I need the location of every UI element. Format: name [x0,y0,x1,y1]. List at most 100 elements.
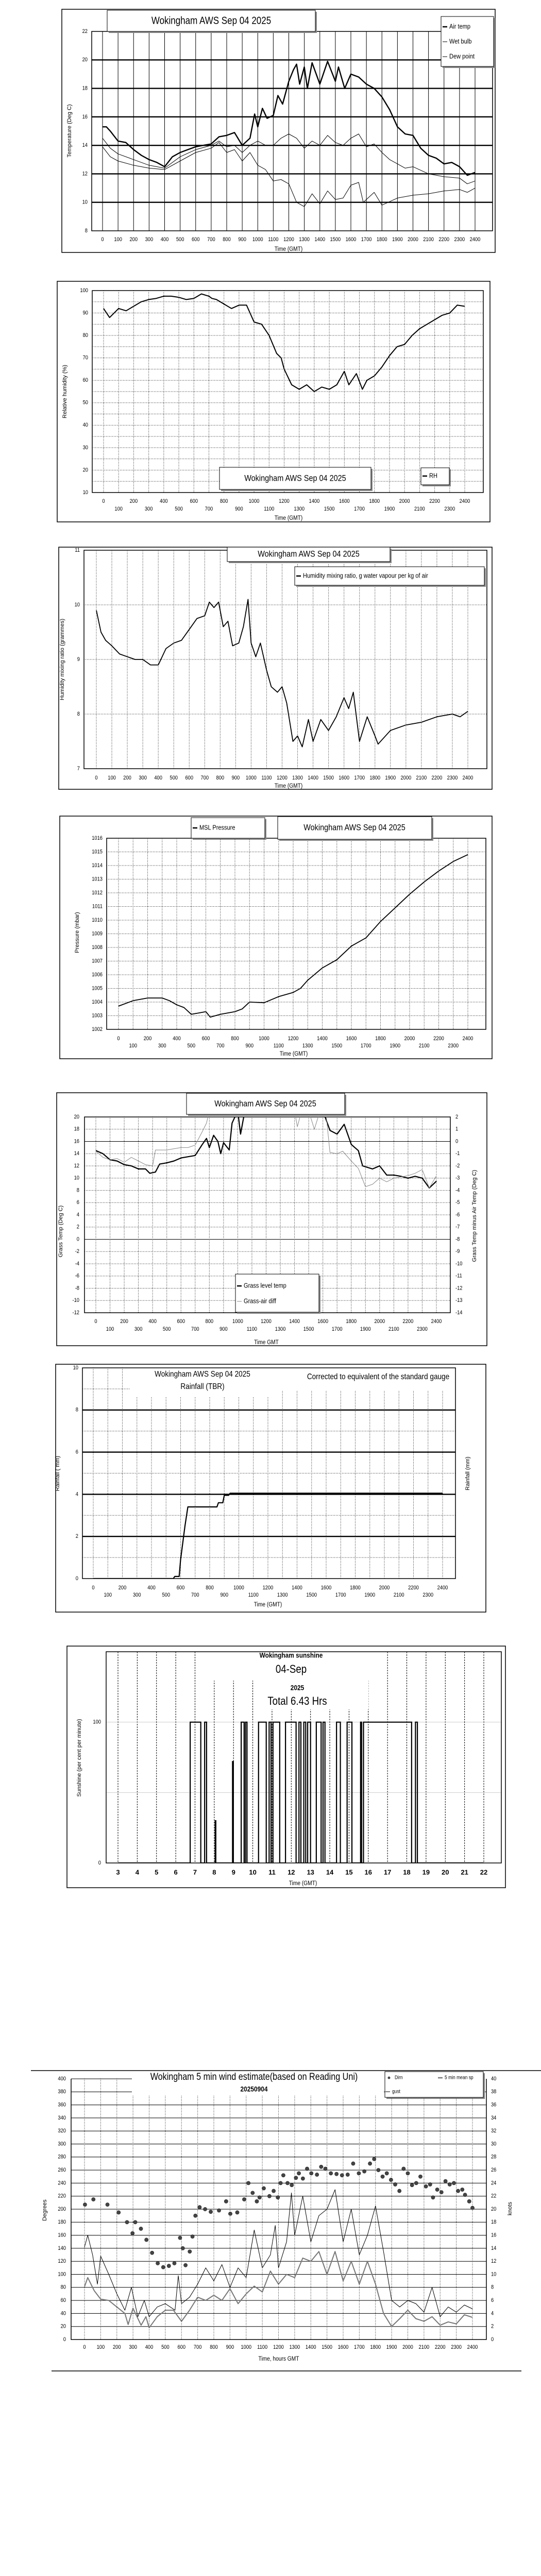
x-tick-label: 100 [114,236,122,243]
y2-tick-label: -9 [455,1249,460,1255]
direction-data-point [467,2199,471,2204]
x-tick-label: 500 [162,1592,170,1598]
direction-data-point [305,2166,309,2171]
y-tick-label: 2 [76,1533,78,1539]
chart-total: Total 6.43 Hrs [267,1695,327,1707]
y2-axis-label: Grass Temp minus Air Temp (Deg C) [471,1170,478,1262]
x-tick-label: 800 [223,236,231,243]
x-tick-label: 1300 [277,1592,288,1598]
x-tick-label: 3 [116,1868,120,1876]
direction-data-point [188,2249,192,2254]
x-tick-label: 700 [194,2344,202,2350]
x-tick-label: 1800 [369,775,380,781]
y-tick-label: 1014 [92,862,103,869]
y-tick-label: 100 [80,287,88,294]
direction-data-point [397,2189,402,2193]
y2-tick-label: 38 [491,2089,497,2095]
x-tick-label: 600 [190,498,198,504]
x-tick-label: 1200 [277,775,288,781]
direction-data-point [217,2208,221,2213]
x-tick-label: 5 [155,1868,158,1876]
y-tick-label: 12 [74,1163,80,1169]
x-tick-label: 2100 [416,775,427,781]
direction-data-point [281,2173,285,2178]
x-tick-label: 1500 [330,236,341,243]
y-tick-label: 1008 [92,944,103,951]
x-tick-label: 1500 [322,2344,332,2350]
x-tick-label: 20 [442,1868,449,1876]
x-tick-label: 1300 [302,1043,313,1049]
series-group [95,1117,437,1189]
y2-tick-label: 20 [491,2206,497,2212]
x-tick-label: 1900 [386,2344,397,2350]
x-tick-label: 1000 [259,1036,269,1042]
x-tick-label: 1300 [299,236,310,243]
x-tick-label: 1700 [332,1326,343,1332]
direction-data-point [257,2195,262,2200]
y-tick-label: 22 [82,28,88,35]
y-tick-label: 1012 [92,890,103,896]
direction-data-point [250,2191,255,2195]
x-tick-label: 9 [232,1868,235,1876]
chart-5: 0100200300400500600700800900100011001200… [55,1364,486,1613]
x-axis-label: Time (GMT) [280,1050,308,1057]
x-tick-label: 400 [160,498,168,504]
y2-tick-label: 2 [491,2324,494,2330]
direction-data-point [405,2171,410,2176]
title-background [129,1365,275,1397]
x-tick-label: 1800 [346,1318,357,1325]
direction-data-point [309,2171,314,2176]
y-tick-label: 20 [83,467,89,473]
direction-data-point [190,2234,195,2239]
y2-tick-label: 36 [491,2102,497,2108]
x-tick-label: 1100 [257,2344,267,2350]
direction-data-point [83,2202,87,2207]
y-tick-label: 8 [85,228,88,234]
x-tick-label: 2200 [403,1318,414,1325]
x-tick-label: 1700 [361,1043,371,1049]
x-tick-label: 1300 [289,2344,300,2350]
legend-box [441,16,494,67]
y-axis-label: Pressure (mbar) [74,912,80,953]
direction-data-point [372,2157,377,2161]
x-tick-label: 1800 [370,2344,381,2350]
y2-axis-label: knots [507,2201,513,2215]
x-tick-label: 1700 [354,506,365,512]
y-tick-label: 11 [75,547,80,553]
x-tick-label: 2300 [454,236,465,243]
x-tick-label: 1100 [261,775,272,781]
x-tick-label: 100 [104,1592,112,1598]
x-tick-label: 700 [207,236,215,243]
direction-data-point [172,2261,177,2265]
y-tick-label: 300 [58,2141,66,2147]
x-tick-label: 13 [307,1868,314,1876]
chart-subtitle: 20250904 [241,2085,268,2093]
legend-box [294,566,485,586]
y2-tick-label: -4 [455,1188,460,1194]
legend-label: Wet bulb [449,38,472,45]
series-line-air-temp [103,60,476,176]
chart-2: 0 100 200 300 400 500 600 700 800 900 1000 1100 1200… [58,547,493,790]
series-group [103,293,465,392]
x-tick-label: 2000 [408,236,418,243]
y-tick-label: 1002 [92,1026,103,1032]
x-tick-label: 2000 [400,775,411,781]
y-tick-label: 16 [74,1139,80,1145]
y-tick-label: 2 [77,1224,79,1230]
x-tick-label: 1400 [306,2344,316,2350]
title-box [219,467,371,490]
y2-tick-label: 8 [491,2284,494,2291]
title-box [227,547,391,562]
direction-data-point [439,2190,444,2195]
x-tick-label: 8 [212,1868,216,1876]
x-tick-label: 2000 [399,498,410,504]
direction-data-point [357,2171,361,2176]
y-tick-label: 4 [76,1492,78,1498]
direction-data-point [435,2188,439,2192]
x-tick-label: 1400 [309,498,320,504]
chart-year: 2025 [291,1684,304,1692]
x-tick-label: 0 [92,1585,94,1591]
x-tick-label: 100 [97,2344,105,2350]
x-tick-label: 12 [288,1868,295,1876]
x-tick-label: 200 [144,1036,152,1042]
